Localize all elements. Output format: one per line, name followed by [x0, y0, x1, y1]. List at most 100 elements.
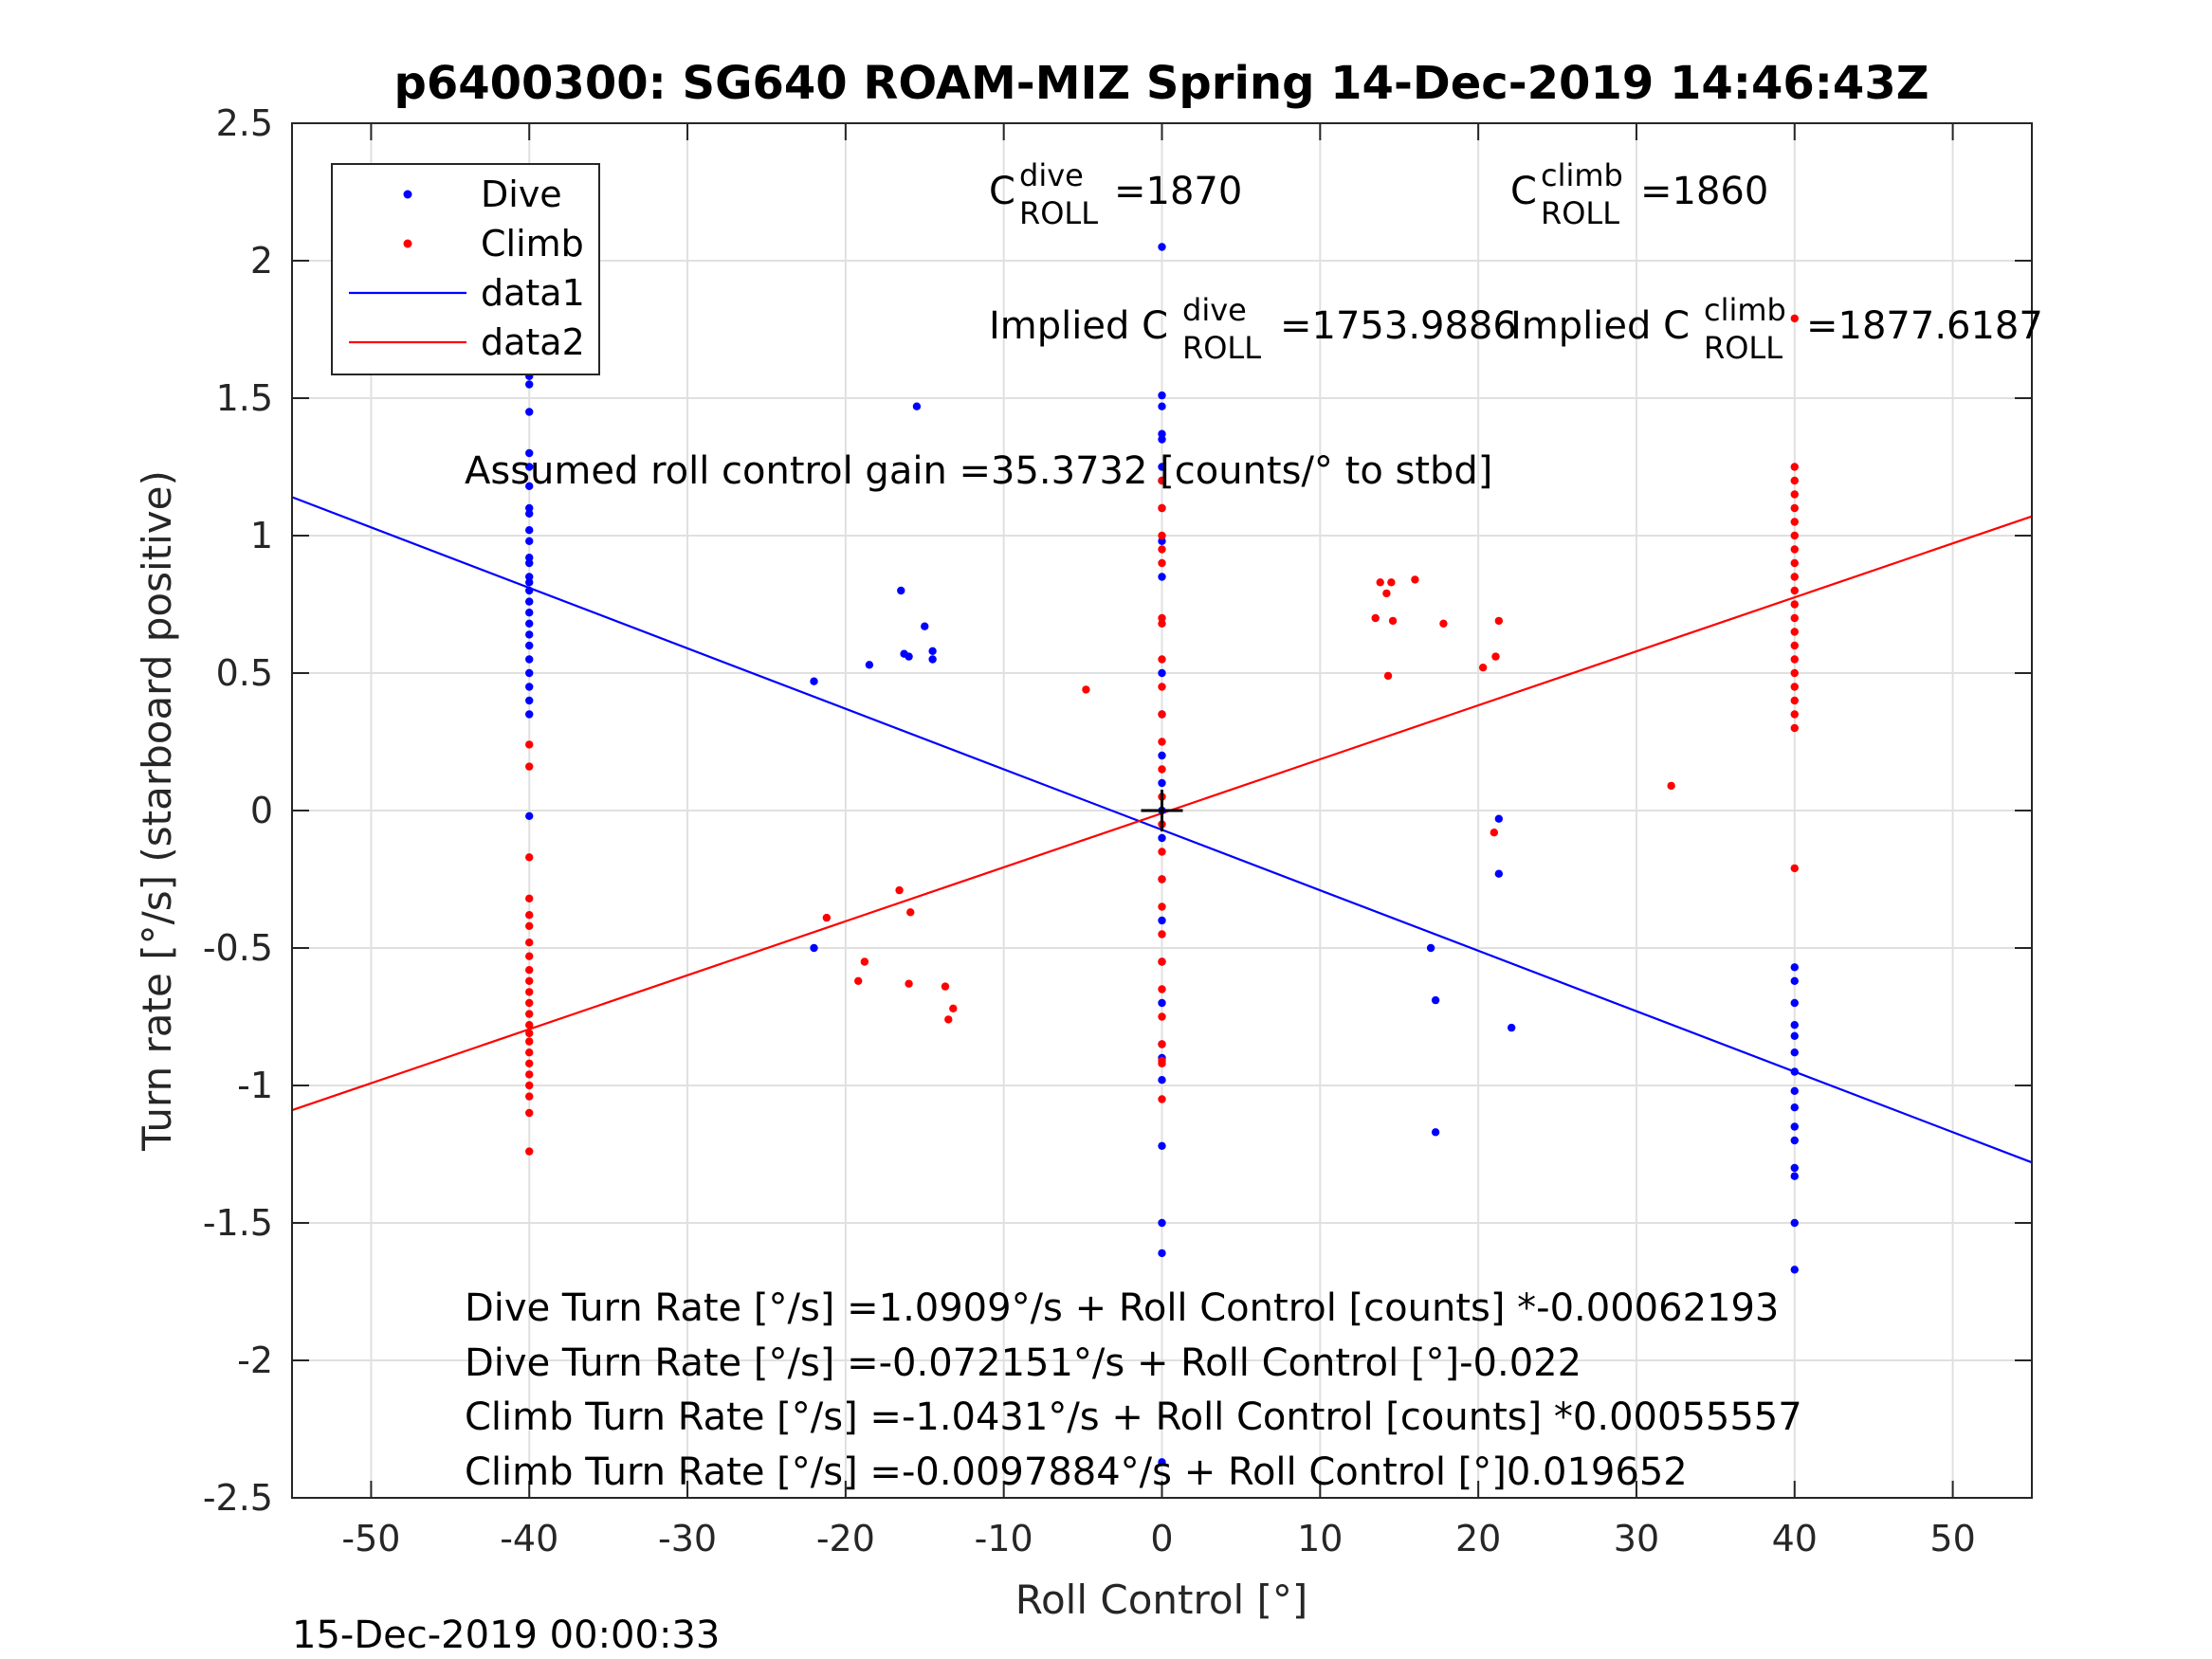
data-point-climb — [1790, 503, 1799, 513]
data-point-climb — [1158, 476, 1166, 485]
c-climb-base: C — [1510, 170, 1537, 213]
implied-climb-prefix: Implied C — [1510, 304, 1690, 348]
axis-ticks: -50 -40 -30 -20 -10 0 10 20 30 40 50 2.5 2 1.5 1 0.5 0 -0… — [203, 102, 2032, 1559]
data-point-dive — [1790, 1136, 1799, 1145]
data-point-climb — [1790, 314, 1799, 323]
data-point-climb — [1790, 476, 1799, 485]
data-point-dive — [1158, 998, 1166, 1008]
data-point-climb — [525, 939, 534, 947]
x-tick-label: -30 — [658, 1518, 717, 1559]
chart-title: p6400300: SG640 ROAM-MIZ Spring 14-Dec-2… — [393, 57, 1929, 110]
legend-items: Dive Climb data1 data2 — [349, 173, 585, 363]
data-point-dive — [525, 668, 534, 678]
data-point-dive — [1158, 916, 1166, 925]
y-axis-label: Turn rate [°/s] (starboard positive) — [134, 470, 180, 1152]
data-point-climb — [1158, 655, 1166, 664]
data-point-dive — [928, 647, 937, 655]
data-point-climb — [944, 1015, 953, 1024]
data-point-dive — [525, 609, 534, 617]
data-point-dive — [525, 630, 534, 639]
data-point-climb — [1158, 765, 1166, 774]
data-point-climb — [1478, 664, 1488, 672]
data-point-climb — [525, 894, 534, 902]
data-point-dive — [1158, 778, 1166, 788]
legend-marker-climb — [403, 239, 412, 248]
data-point-climb — [906, 908, 915, 917]
c-climb-value: =1860 — [1640, 170, 1768, 213]
data-point-climb — [860, 957, 869, 966]
data-point-dive — [1790, 998, 1799, 1008]
x-tick-label: 50 — [1929, 1518, 1975, 1559]
data-point-dive — [525, 503, 534, 513]
y-tick-label: 2 — [250, 240, 273, 282]
c-dive-value: =1870 — [1114, 170, 1242, 213]
c-climb-sub: ROLL — [1541, 195, 1619, 231]
data-point-dive — [1158, 751, 1166, 760]
y-tick-label: 1.5 — [216, 377, 273, 419]
x-tick-label: 10 — [1297, 1518, 1343, 1559]
data-point-dive — [525, 597, 534, 606]
data-point-dive — [1790, 1021, 1799, 1030]
data-point-climb — [525, 998, 534, 1008]
data-point-climb — [525, 921, 534, 930]
data-point-dive — [1426, 943, 1435, 953]
data-point-climb — [1158, 875, 1166, 884]
data-point-dive — [1790, 1122, 1799, 1131]
data-point-dive — [1158, 1076, 1166, 1085]
data-point-climb — [1382, 589, 1391, 598]
data-point-dive — [525, 619, 534, 628]
data-point-climb — [525, 1070, 534, 1079]
data-point-climb — [1158, 503, 1166, 513]
c-dive-base: C — [989, 170, 1015, 213]
c-dive-annotation: C dive ROLL =1870 — [989, 157, 1242, 231]
data-point-climb — [949, 1004, 958, 1013]
implied-climb-annotation: Implied C climb ROLL =1877.6187 — [1510, 292, 2043, 366]
data-point-dive — [525, 811, 534, 820]
y-tick-label: -2.5 — [203, 1477, 273, 1519]
data-point-climb — [525, 1021, 534, 1030]
data-point-dive — [1790, 1067, 1799, 1076]
data-point-dive — [1158, 1218, 1166, 1228]
data-point-dive — [525, 578, 534, 587]
data-point-climb — [525, 1108, 534, 1118]
data-point-climb — [1790, 710, 1799, 719]
data-point-climb — [1790, 723, 1799, 733]
data-point-dive — [1158, 1141, 1166, 1151]
data-point-dive — [1507, 1023, 1516, 1032]
data-point-climb — [525, 1059, 534, 1068]
data-point-climb — [1790, 518, 1799, 526]
implied-dive-sup: dive — [1182, 292, 1247, 328]
data-point-climb — [525, 1048, 534, 1057]
data-point-climb — [1411, 575, 1419, 584]
data-point-climb — [1790, 558, 1799, 568]
data-point-climb — [1490, 829, 1499, 837]
implied-dive-prefix: Implied C — [989, 304, 1168, 348]
fit-line-3: Climb Turn Rate [°/s] =-1.0431°/s + Roll… — [465, 1395, 1802, 1439]
y-tick-label: -2 — [237, 1340, 273, 1381]
data-point-dive — [1790, 1103, 1799, 1112]
fit-line-2: Dive Turn Rate [°/s] =-0.072151°/s + Rol… — [465, 1341, 1581, 1385]
data-point-climb — [1158, 985, 1166, 994]
data-point-dive — [928, 655, 937, 664]
legend-label-data2: data2 — [481, 321, 585, 363]
data-point-climb — [1790, 545, 1799, 554]
legend-label-climb: Climb — [481, 223, 584, 264]
data-point-climb — [525, 1081, 534, 1090]
data-point-climb — [1371, 613, 1380, 623]
data-point-climb — [1158, 957, 1166, 966]
data-point-climb — [1158, 683, 1166, 691]
data-point-climb — [525, 952, 534, 960]
data-point-climb — [895, 885, 904, 895]
x-tick-label: -10 — [975, 1518, 1033, 1559]
y-tick-label: -1.5 — [203, 1202, 273, 1244]
data-point-climb — [1790, 531, 1799, 540]
x-tick-label: -50 — [341, 1518, 400, 1559]
data-point-dive — [810, 943, 818, 953]
data-point-climb — [1790, 864, 1799, 873]
data-point-dive — [525, 509, 534, 518]
data-point-climb — [525, 1010, 534, 1018]
data-point-dive — [1158, 429, 1166, 438]
scatter-points — [525, 243, 1799, 1467]
data-point-dive — [1790, 1086, 1799, 1096]
data-point-dive — [1158, 537, 1166, 545]
